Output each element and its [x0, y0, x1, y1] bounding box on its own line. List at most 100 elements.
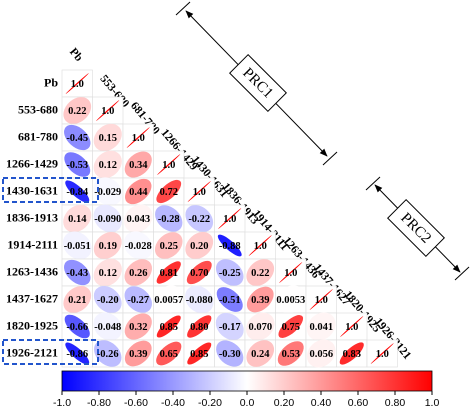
correlation-ellipse	[279, 262, 303, 283]
value-label: 0.53	[282, 349, 300, 360]
value-label: 1.0	[376, 349, 389, 360]
correlation-ellipse	[63, 259, 91, 286]
value-label: -0.66	[66, 322, 88, 333]
colorbar-tick-label: -1.0	[53, 397, 71, 409]
row-label: 1430-1631	[6, 183, 58, 197]
colorbar-axis: -1.0 -0.80 -0.60 -0.40 -0.20 0.0 0.20 0.40 0.60 0…	[53, 391, 439, 409]
bracket-end	[322, 151, 338, 166]
correlation-ellipse	[124, 151, 152, 178]
correlation-ellipse	[370, 343, 394, 364]
correlation-ellipse	[94, 340, 122, 367]
correlation-ellipse	[215, 259, 244, 286]
correlation-ellipse	[65, 180, 90, 203]
prc2-annotation: PRC2	[365, 176, 470, 281]
colorbar-tick-label: 0.80	[385, 397, 406, 409]
colorbar-tick-label: 0.60	[348, 397, 369, 409]
value-label: -0.51	[219, 295, 241, 306]
colorbar-tick-label: 1.0	[425, 397, 440, 409]
value-label: -0.30	[219, 349, 241, 360]
value-label: 0.65	[160, 349, 178, 360]
correlation-ellipse	[155, 205, 183, 232]
value-label: -0.029	[94, 187, 121, 198]
correlation-ellipse	[156, 315, 181, 338]
annotation-box	[387, 199, 445, 257]
value-label: 0.85	[160, 322, 178, 333]
value-label: -0.090	[94, 214, 121, 225]
highlight-box	[2, 177, 99, 203]
value-label: 1.0	[71, 79, 84, 90]
value-label: 0.12	[99, 160, 117, 171]
correlation-ellipse	[276, 285, 306, 314]
correlation-ellipse	[93, 258, 122, 287]
colorbar-tick-label: -0.60	[124, 397, 148, 409]
correlation-ellipse	[124, 340, 152, 367]
correlation-ellipse	[248, 235, 272, 256]
value-label: 0.20	[190, 241, 208, 252]
correlation-ellipse	[187, 315, 212, 338]
value-label: -0.45	[66, 133, 88, 144]
correlation-ellipse	[340, 316, 364, 337]
value-label: -0.20	[97, 295, 119, 306]
correlation-ellipse	[185, 205, 214, 232]
correlation-ellipse	[64, 314, 90, 339]
value-label: 0.81	[160, 268, 178, 279]
value-label: 0.14	[68, 214, 87, 225]
bracket-end	[365, 176, 381, 191]
value-label: 0.83	[343, 349, 361, 360]
value-label: -0.028	[125, 241, 152, 252]
correlation-ellipse	[277, 341, 304, 366]
value-label: 0.44	[129, 187, 148, 198]
correlation-ellipse	[96, 100, 120, 121]
row-label: 1266-1429	[6, 156, 58, 170]
value-label: -0.080	[186, 295, 213, 306]
value-label: 0.070	[248, 322, 272, 333]
colorbar-tick-label: 0.0	[240, 397, 255, 409]
value-label: 0.0053	[276, 295, 305, 306]
correlation-ellipse	[93, 177, 123, 206]
row-label: 681-780	[18, 129, 58, 143]
value-label: -0.86	[66, 349, 88, 360]
colorbar-tick-label: 0.40	[311, 397, 332, 409]
correlation-ellipse	[306, 339, 336, 368]
correlation-ellipse	[157, 154, 181, 175]
value-label: -0.25	[219, 268, 241, 279]
correlation-ellipse	[126, 127, 150, 148]
value-label: 0.22	[251, 268, 269, 279]
value-label: 0.75	[282, 322, 300, 333]
correlation-ellipse	[187, 342, 212, 365]
value-label: 1.0	[284, 268, 297, 279]
value-label: 0.85	[190, 349, 208, 360]
correlation-ellipse	[185, 232, 214, 259]
value-label: 0.0057	[154, 295, 183, 306]
correlation-ellipse	[216, 340, 244, 367]
correlation-ellipse	[63, 286, 92, 313]
value-label: 0.25	[160, 241, 178, 252]
correlation-ellipse	[93, 204, 122, 233]
correlation-ellipse	[93, 150, 122, 179]
value-label: 0.22	[68, 106, 86, 117]
value-label: -0.27	[127, 295, 149, 306]
correlation-ellipse	[306, 312, 336, 341]
correlation-ellipse	[218, 208, 242, 229]
correlation-ellipse	[124, 286, 152, 313]
value-label: 1.0	[345, 322, 358, 333]
row-label: Pb	[44, 75, 58, 89]
value-label: 0.80	[190, 322, 208, 333]
value-label: 0.70	[190, 268, 208, 279]
correlation-ellipse	[156, 341, 182, 366]
row-label: 1820-1925	[6, 318, 58, 332]
row-label: 1263-1436	[6, 264, 58, 278]
correlation-ellipse	[278, 315, 304, 338]
correlation-ellipse	[63, 204, 92, 233]
value-label: -0.88	[219, 241, 241, 252]
value-label: 0.12	[99, 268, 117, 279]
correlation-ellipse	[63, 97, 92, 124]
correlation-ellipse	[154, 232, 183, 259]
colorbar-tick-label: 0.20	[274, 397, 295, 409]
correlation-ellipse	[309, 289, 333, 310]
row-label: 1836-1913	[6, 210, 58, 224]
value-label: -0.17	[219, 322, 241, 333]
row-label: 1914-2111	[7, 237, 58, 251]
correlation-ellipse	[216, 287, 243, 312]
value-label: 0.043	[126, 214, 150, 225]
